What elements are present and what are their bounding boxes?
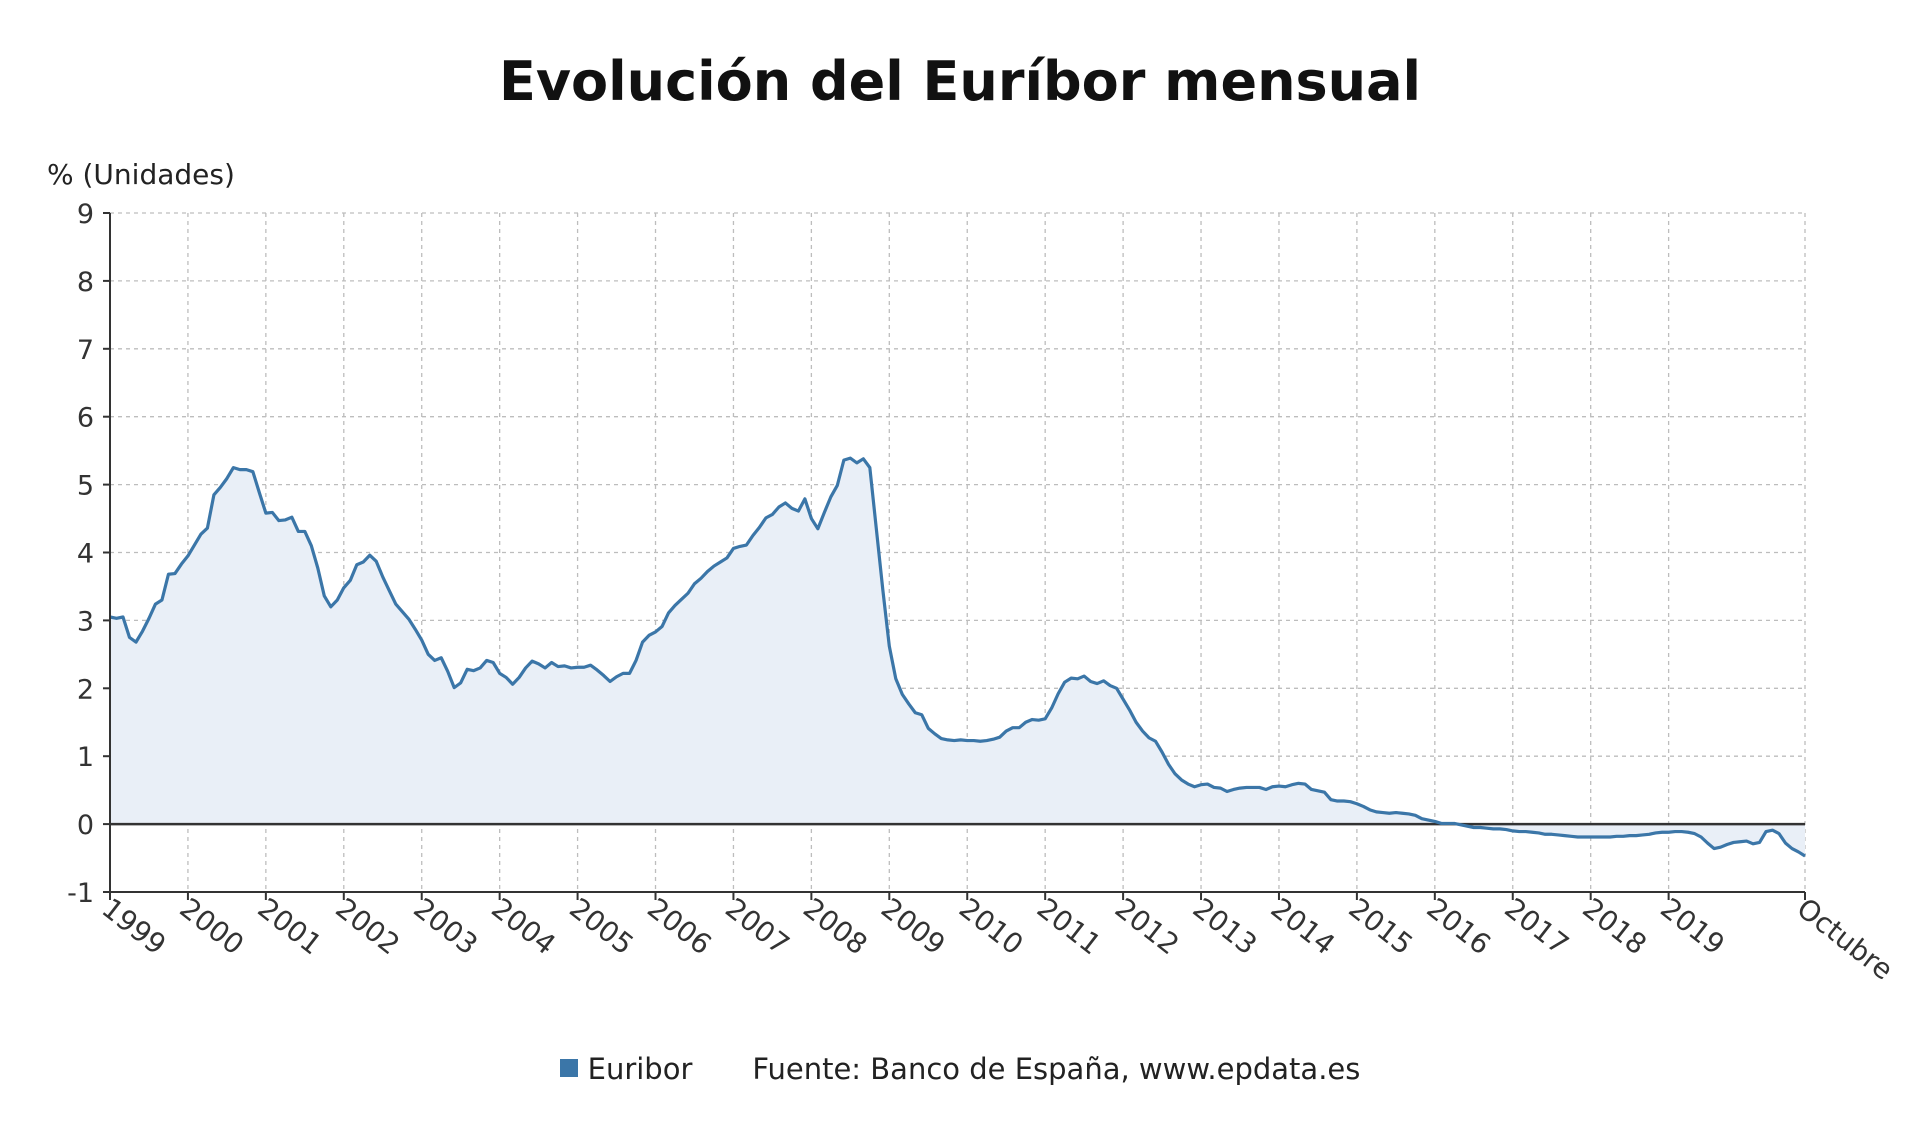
y-tick-label: 9 <box>77 199 94 230</box>
y-tick-label: 5 <box>77 471 94 502</box>
y-tick-labels: 9 8 7 6 5 4 3 2 1 0 -1 <box>67 199 94 909</box>
y-tick-label: 0 <box>77 810 94 841</box>
x-tick-label: 2006 <box>641 892 717 962</box>
x-tick-label: 2014 <box>1265 892 1341 962</box>
x-tick-label: 1999 <box>96 892 172 962</box>
y-tick-label: 8 <box>77 267 94 298</box>
y-tick-label: 6 <box>77 403 94 434</box>
x-tick-label: 2005 <box>563 892 639 962</box>
x-tick-label: 2016 <box>1421 892 1497 962</box>
x-tick-label: 2008 <box>797 892 873 962</box>
x-tick-label: 2017 <box>1498 892 1574 962</box>
x-tick-label: 2018 <box>1576 892 1652 962</box>
legend-swatch <box>559 1059 578 1077</box>
x-tick-label: 2012 <box>1109 892 1185 962</box>
axes <box>103 212 1806 900</box>
y-tick-label: 4 <box>77 539 94 570</box>
x-tick-label: 2002 <box>329 892 405 962</box>
x-tick-label: 2004 <box>485 892 561 962</box>
x-tick-label: 2003 <box>407 892 483 962</box>
x-tick-labels: 1999 2000 2001 2002 2003 2004 2005 2006 2007 2008… <box>96 892 1900 987</box>
source-note: Fuente: Banco de España, www.epdata.es <box>752 1052 1361 1086</box>
y-tick-label: 1 <box>77 742 94 773</box>
chart-title: Evolución del Euríbor mensual <box>498 50 1422 113</box>
y-tick-label: 7 <box>77 335 94 366</box>
x-tick-label: 2000 <box>174 892 250 962</box>
x-tick-label: 2011 <box>1031 892 1107 962</box>
x-tick-label: 2001 <box>252 892 328 962</box>
legend-series-label: Euribor <box>587 1052 693 1086</box>
y-axis-label: % (Unidades) <box>47 158 235 191</box>
x-tick-label: 2010 <box>953 892 1029 962</box>
y-tick-label: -1 <box>67 878 94 909</box>
x-tick-label: 2015 <box>1343 892 1419 962</box>
x-tick-label: Octubre <box>1791 892 1900 987</box>
x-tick-label: 2019 <box>1654 892 1730 962</box>
x-tick-label: 2007 <box>719 892 795 962</box>
x-tick-label: 2009 <box>875 892 951 962</box>
euribor-line <box>109 456 1806 858</box>
y-tick-label: 2 <box>77 674 94 705</box>
euribor-area <box>110 458 1805 857</box>
y-tick-label: 3 <box>77 606 94 637</box>
legend: Euribor Fuente: Banco de España, www.epda… <box>0 1052 1920 1086</box>
x-tick-label: 2013 <box>1187 892 1263 962</box>
